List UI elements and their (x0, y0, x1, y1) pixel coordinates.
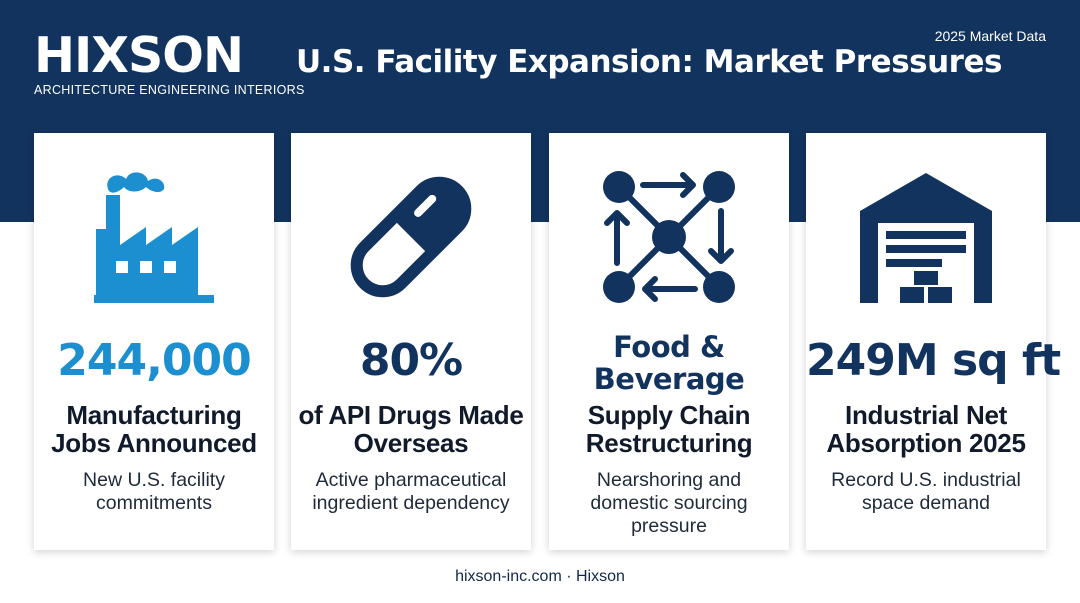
data-year-tag: 2025 Market Data (934, 28, 1046, 44)
stat-description: New U.S. facility commitments (83, 469, 225, 514)
factory-icon (94, 172, 214, 303)
network-icon (603, 171, 735, 303)
footer-credit: hixson-inc.com · Hixson (455, 568, 625, 585)
capsule-icon (350, 176, 472, 298)
stat-label: Industrial Net Absorption 2025 (826, 400, 1026, 458)
brand-logo: HIXSON ARCHITECTURE ENGINEERING INTERIOR… (34, 27, 305, 97)
stat-card-industrial: 249M sq ft Industrial Net Absorption 202… (806, 133, 1061, 550)
stat-value: 249M sq ft (806, 335, 1061, 386)
brand-name: HIXSON (34, 27, 244, 84)
stat-card-api-drugs: 80% of API Drugs Made Overseas Active ph… (291, 133, 531, 550)
stat-description: Active pharmaceutical ingredient depende… (312, 469, 510, 514)
stat-value: 80% (359, 335, 463, 386)
page-title: U.S. Facility Expansion: Market Pressure… (296, 44, 1002, 80)
stat-description: Nearshoring and domestic sourcing pressu… (590, 469, 748, 537)
stat-card-manufacturing: 244,000 Manufacturing Jobs Announced New… (34, 133, 274, 550)
stat-label: Manufacturing Jobs Announced (51, 400, 257, 458)
warehouse-icon (860, 173, 992, 303)
stat-label: of API Drugs Made Overseas (298, 400, 524, 458)
stat-value: 244,000 (57, 335, 251, 386)
stat-value: Food & Beverage (593, 330, 745, 396)
brand-tagline: ARCHITECTURE ENGINEERING INTERIORS (34, 83, 305, 97)
stat-card-food-beverage: Food & Beverage Supply Chain Restructuri… (549, 133, 789, 550)
stat-label: Supply Chain Restructuring (585, 400, 753, 458)
stat-description: Record U.S. industrial space demand (831, 469, 1021, 514)
